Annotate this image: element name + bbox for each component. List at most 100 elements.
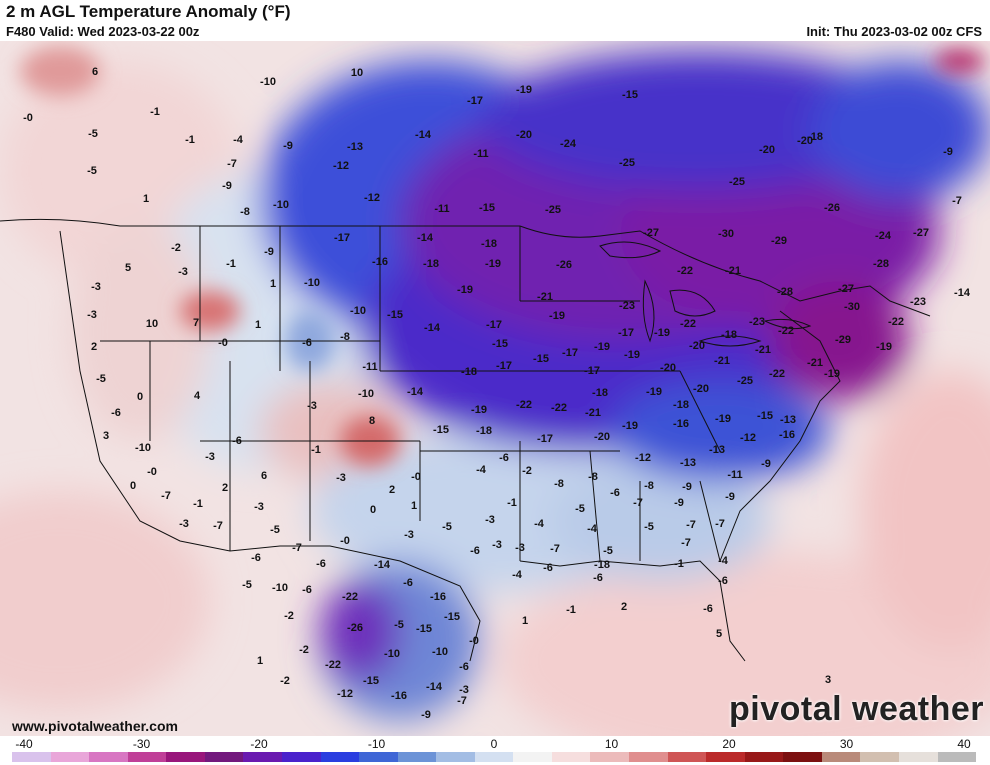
anomaly-value: -5: [575, 503, 585, 515]
anomaly-value: -11: [473, 148, 489, 160]
anomaly-value: -19: [549, 310, 565, 322]
colorbar-tick-label: -10: [367, 737, 386, 751]
anomaly-value: -4: [587, 523, 597, 535]
anomaly-value: -22: [680, 318, 696, 330]
anomaly-value: -12: [635, 452, 651, 464]
valid-time: F480 Valid: Wed 2023-03-22 00z: [6, 24, 200, 39]
anomaly-value: -0: [411, 471, 421, 483]
anomaly-value: -22: [778, 325, 794, 337]
anomaly-value: -13: [347, 141, 363, 153]
site-url[interactable]: www.pivotalweather.com: [12, 718, 178, 734]
anomaly-value: -22: [888, 316, 904, 328]
init-time: Init: Thu 2023-03-02 00z CFS: [806, 24, 982, 39]
anomaly-value: -14: [407, 386, 423, 398]
boundaries: [0, 218, 931, 662]
anomaly-value: -5: [96, 373, 106, 385]
anomaly-value: 3: [824, 674, 832, 686]
anomaly-value: -12: [740, 432, 756, 444]
colorbar-swatch: [320, 752, 360, 762]
anomaly-value: -9: [682, 481, 692, 493]
anomaly-value: -13: [709, 444, 725, 456]
anomaly-value: -18: [592, 387, 608, 399]
anomaly-value: -25: [729, 176, 745, 188]
anomaly-value: -5: [603, 545, 613, 557]
anomaly-value: -29: [771, 235, 787, 247]
anomaly-value: -3: [205, 451, 215, 463]
anomaly-value: -17: [537, 433, 553, 445]
anomaly-value: 1: [254, 319, 262, 331]
anomaly-value: -8: [240, 206, 250, 218]
anomaly-value: 0: [129, 480, 137, 492]
anomaly-value: -6: [610, 487, 620, 499]
colorbar-tick-label: 0: [490, 737, 498, 751]
anomaly-value: -19: [471, 404, 487, 416]
great-lakes: [599, 241, 812, 347]
anomaly-value: -8: [588, 471, 598, 483]
anomaly-value: -12: [333, 160, 349, 172]
anomaly-value: -19: [654, 327, 670, 339]
anomaly-value: -15: [757, 410, 773, 422]
anomaly-value: -21: [537, 291, 553, 303]
anomaly-map[interactable]: 6 -10 10 -17 -19 -15 -0 -1 -5 -1 -4 -9 -13 -14 -20 -24-…: [0, 41, 990, 736]
anomaly-value: -10: [432, 646, 448, 658]
anomaly-value: -18: [481, 238, 497, 250]
anomaly-value: -3: [254, 501, 264, 513]
anomaly-value: -27: [643, 227, 659, 239]
anomaly-value: 2: [388, 484, 396, 496]
anomaly-value: -7: [227, 158, 237, 170]
anomaly-value: -3: [485, 514, 495, 526]
anomaly-value: -9: [674, 497, 684, 509]
anomaly-value: -3: [404, 529, 414, 541]
anomaly-value: -8: [340, 331, 350, 343]
anomaly-value: -3: [87, 309, 97, 321]
anomaly-value: -5: [644, 521, 654, 533]
anomaly-value: -19: [622, 420, 638, 432]
anomaly-value: -4: [512, 569, 522, 581]
anomaly-value: -9: [264, 246, 274, 258]
anomaly-value: -7: [952, 195, 962, 207]
anomaly-value: -19: [624, 349, 640, 361]
colorbar-tick-label: -40: [15, 737, 33, 751]
anomaly-value: -10: [358, 388, 374, 400]
anomaly-value: -5: [242, 579, 252, 591]
anomaly-value: -10: [260, 76, 276, 88]
map-title: 2 m AGL Temperature Anomaly (°F): [6, 2, 291, 21]
anomaly-value: -19: [646, 386, 662, 398]
colorbar-swatch: [281, 752, 321, 762]
anomaly-value: -25: [545, 204, 561, 216]
anomaly-value: -11: [727, 469, 743, 481]
colorbar: [12, 752, 977, 762]
anomaly-value: -6: [499, 452, 509, 464]
anomaly-value: -25: [737, 375, 753, 387]
anomaly-value: -28: [873, 258, 889, 270]
colorbar-swatch: [860, 752, 899, 762]
anomaly-value: -18: [721, 329, 737, 341]
anomaly-value: -4: [534, 518, 544, 530]
colorbar-swatch: [359, 752, 398, 762]
anomaly-value: -19: [516, 84, 532, 96]
colorbar-tick-label: 10: [604, 737, 619, 751]
anomaly-value: -18: [461, 366, 477, 378]
anomaly-value: -17: [334, 232, 350, 244]
anomaly-value: -20: [660, 362, 676, 374]
anomaly-value: -19: [457, 284, 473, 296]
anomaly-value: -6: [111, 407, 121, 419]
anomaly-value: -20: [797, 135, 813, 147]
anomaly-value: 0: [369, 504, 377, 516]
anomaly-value: -13: [680, 457, 696, 469]
anomaly-value: -18: [673, 399, 689, 411]
anomaly-value: -7: [292, 542, 302, 554]
anomaly-value: -24: [560, 138, 576, 150]
anomaly-value: -15: [387, 309, 403, 321]
anomaly-value: -2: [171, 242, 181, 254]
anomaly-value: -0: [23, 112, 33, 124]
anomaly-value: -16: [673, 418, 689, 430]
anomaly-value: 1: [142, 193, 150, 205]
anomaly-value: -26: [347, 622, 363, 634]
anomaly-value: -6: [459, 661, 469, 673]
anomaly-value: -6: [543, 562, 553, 574]
anomaly-value: -21: [585, 407, 601, 419]
anomaly-value: -25: [619, 157, 635, 169]
anomaly-value: -6: [302, 337, 312, 349]
anomaly-value: -7: [161, 490, 171, 502]
